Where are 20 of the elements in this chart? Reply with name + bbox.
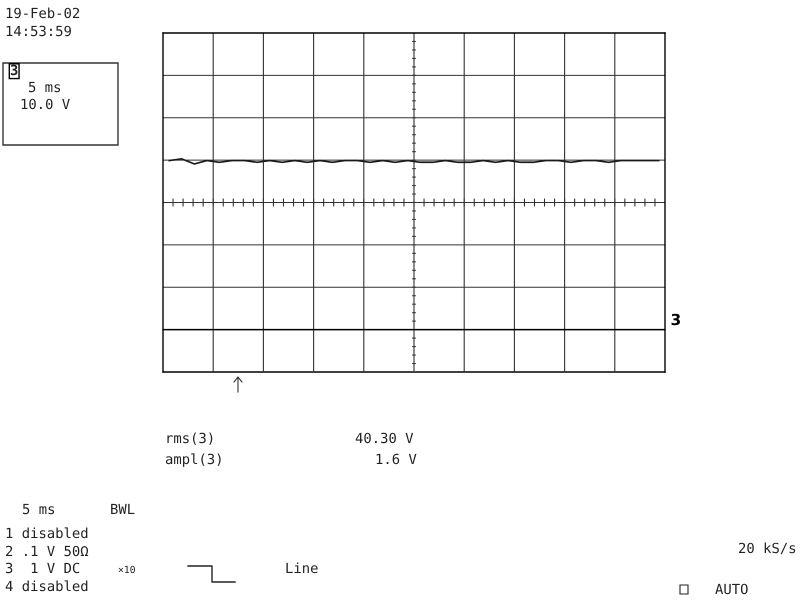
text: 5 ms [22, 504, 54, 514]
text: 10.0 V [22, 98, 70, 110]
text: 1.6 V [376, 454, 416, 464]
text: ampl(3) [166, 453, 221, 467]
text: BWL [111, 504, 134, 514]
text: 3 [672, 314, 680, 326]
text: 2 .1 V 50Ω [6, 546, 88, 556]
text: ×10 [118, 566, 135, 574]
text: rms(3) [167, 432, 212, 445]
text: Line [286, 562, 318, 574]
text: 3 1 V DC [6, 562, 80, 574]
text: AUTO [715, 584, 748, 594]
text: 20 kS/s [739, 542, 796, 554]
text: 4 disabled [6, 580, 88, 592]
text: 1 disabled [6, 527, 88, 538]
text: 3 [10, 64, 18, 76]
text: 5 ms [28, 82, 60, 92]
text: 40.30 V [356, 432, 414, 444]
text: 14:53:59 [6, 26, 71, 36]
text: 19-Feb-02 [6, 7, 80, 18]
